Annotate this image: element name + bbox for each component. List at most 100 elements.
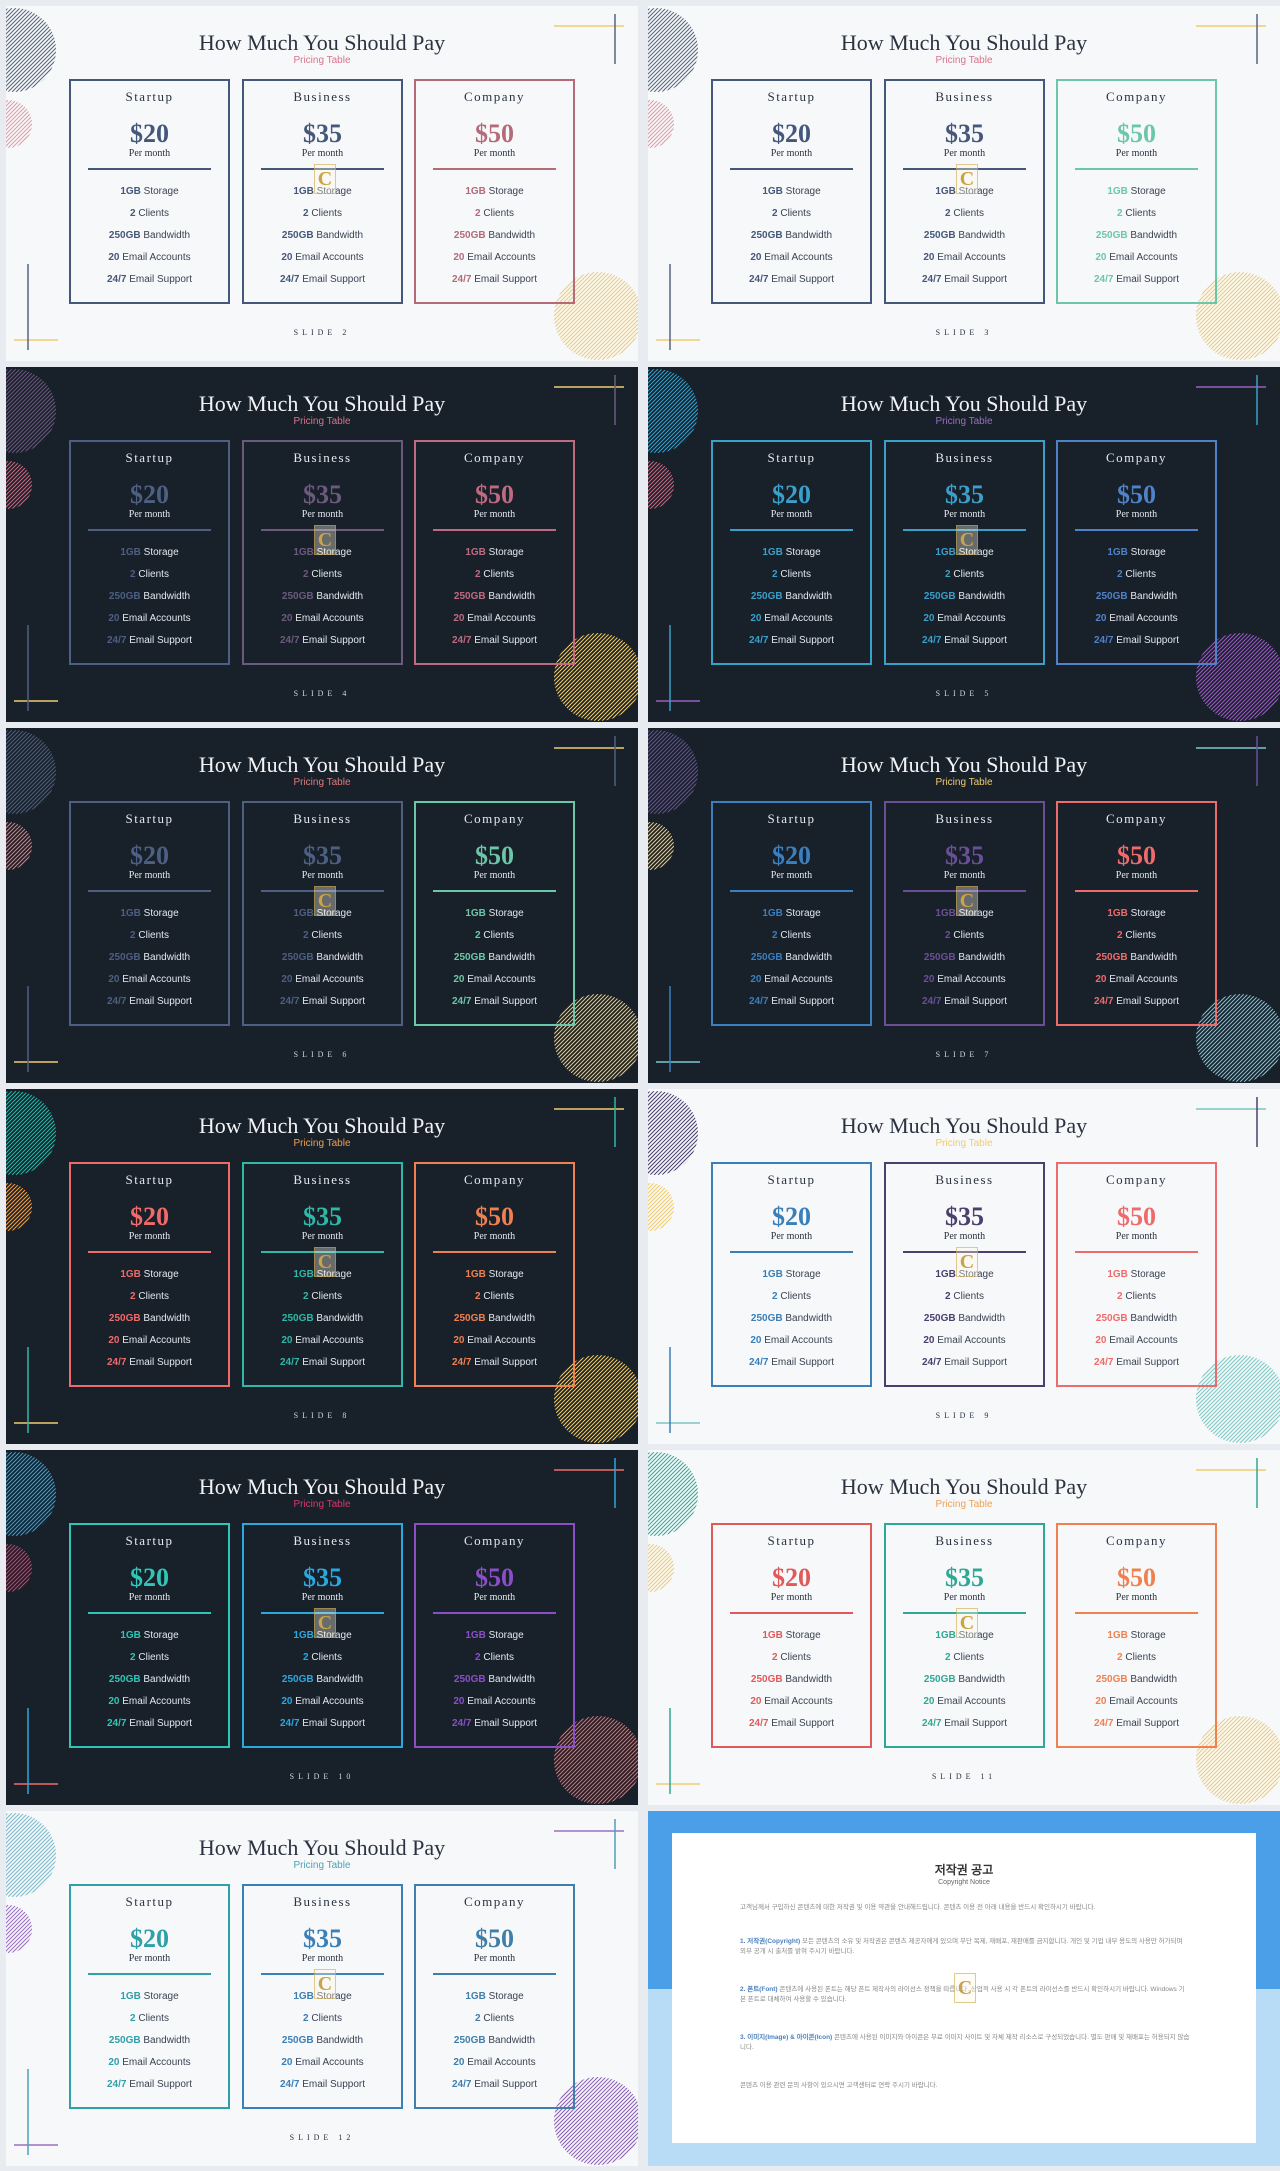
feature-value: 24/7	[748, 274, 769, 285]
feature-value: 2	[475, 1652, 481, 1663]
pricing-card-company[interactable]: Company $50 Per month 1GB Storage 2 Clients 2…	[414, 440, 575, 665]
pricing-card-startup[interactable]: Startup $20 Per month 1GB Storage 2 Clients 2…	[69, 801, 230, 1026]
plan-name: Business	[293, 1172, 352, 1187]
feature-row: 20 Email Accounts	[886, 974, 1043, 985]
pricing-card-business[interactable]: Business $35 Per month 1GB Storage 2 Clients…	[884, 1162, 1045, 1387]
pricing-slide[interactable]: How Much You Should Pay Pricing Table Star…	[648, 6, 1280, 361]
feature-row: 250GB Bandwidth	[244, 591, 401, 602]
feature-label: Email Support	[474, 635, 538, 646]
feature-label: Bandwidth	[1130, 230, 1178, 241]
pricing-slide[interactable]: How Much You Should Pay Pricing Table Star…	[6, 1089, 638, 1444]
feature-value: 1GB	[293, 1630, 314, 1641]
feature-row: 250GB Bandwidth	[1058, 230, 1215, 241]
feature-value: 20	[108, 252, 120, 263]
feature-row: 250GB Bandwidth	[713, 1674, 870, 1685]
pricing-card-company[interactable]: Company $50 Per month 1GB Storage 2 Clients 2…	[1056, 1523, 1217, 1748]
feature-label: Bandwidth	[958, 1674, 1006, 1685]
feature-row: 1GB Storage	[416, 1269, 573, 1280]
feature-label: Storage	[1130, 1630, 1166, 1641]
feature-row: 20 Email Accounts	[416, 613, 573, 624]
pricing-card-startup[interactable]: Startup $20 Per month 1GB Storage 2 Clients 2…	[711, 440, 872, 665]
copyright-section-1: 1. 저작권(Copyright) 모든 콘텐츠의 소유 및 저작권은 콘텐츠 …	[740, 1937, 1190, 1957]
pricing-card-company[interactable]: Company $50 Per month 1GB Storage 2 Clients 2…	[414, 1162, 575, 1387]
pricing-card-startup[interactable]: Startup $20 Per month 1GB Storage 2 Clients 2…	[711, 1162, 872, 1387]
feature-row: 2 Clients	[713, 569, 870, 580]
pricing-slide[interactable]: How Much You Should Pay Pricing Table Star…	[6, 367, 638, 722]
plan-name: Startup	[125, 811, 174, 826]
plan-name: Business	[293, 1894, 352, 1909]
feature-row: 250GB Bandwidth	[416, 1674, 573, 1685]
feature-row: 1GB Storage	[416, 908, 573, 919]
pricing-slide[interactable]: How Much You Should Pay Pricing Table Star…	[648, 367, 1280, 722]
feature-row: 24/7 Email Support	[713, 996, 870, 1007]
feature-label: Email Accounts	[295, 1696, 364, 1707]
pricing-card-business[interactable]: Business $35 Per month 1GB Storage 2 Clients…	[242, 1523, 403, 1748]
pricing-card-company[interactable]: Company $50 Per month 1GB Storage 2 Clients 2…	[414, 79, 575, 304]
feature-value: 250GB	[108, 230, 141, 241]
pricing-card-startup[interactable]: Startup $20 Per month 1GB Storage 2 Clients 2…	[69, 1523, 230, 1748]
pricing-card-startup[interactable]: Startup $20 Per month 1GB Storage 2 Clients 2…	[69, 440, 230, 665]
plan-name: Startup	[767, 450, 816, 465]
feature-value: 2	[130, 930, 136, 941]
pricing-slide[interactable]: How Much You Should Pay Pricing Table Star…	[648, 1089, 1280, 1444]
pricing-card-business[interactable]: Business $35 Per month 1GB Storage 2 Clients…	[242, 1884, 403, 2109]
plan-price: $50	[475, 1202, 514, 1231]
pricing-slide[interactable]: How Much You Should Pay Pricing Table Star…	[6, 728, 638, 1083]
pricing-card-startup[interactable]: Startup $20 Per month 1GB Storage 2 Clients 2…	[711, 79, 872, 304]
feature-label: Email Support	[129, 996, 193, 1007]
feature-label: Clients	[953, 569, 984, 580]
feature-row: 24/7 Email Support	[713, 1718, 870, 1729]
pricing-card-startup[interactable]: Startup $20 Per month 1GB Storage 2 Clients 2…	[69, 1884, 230, 2109]
pricing-slide[interactable]: How Much You Should Pay Pricing Table Star…	[6, 6, 638, 361]
pricing-card-startup[interactable]: Startup $20 Per month 1GB Storage 2 Clients 2…	[711, 1523, 872, 1748]
pricing-slide[interactable]: How Much You Should Pay Pricing Table Star…	[648, 1450, 1280, 1805]
pricing-card-business[interactable]: Business $35 Per month 1GB Storage 2 Clients…	[242, 801, 403, 1026]
pricing-card-business[interactable]: Business $35 Per month 1GB Storage 2 Clients…	[884, 801, 1045, 1026]
pricing-card-company[interactable]: Company $50 Per month 1GB Storage 2 Clients 2…	[414, 1884, 575, 2109]
copyright-notice-slide[interactable]: 저작권 공고 Copyright Notice 고객님께서 구입하신 콘텐츠에 …	[648, 1811, 1280, 2166]
watermark-logo: C	[314, 1969, 336, 1999]
feature-value: 2	[1117, 930, 1123, 941]
pricing-card-startup[interactable]: Startup $20 Per month 1GB Storage 2 Clients 2…	[69, 79, 230, 304]
pricing-card-company[interactable]: Company $50 Per month 1GB Storage 2 Clients 2…	[1056, 79, 1217, 304]
pricing-card-startup[interactable]: Startup $20 Per month 1GB Storage 2 Clients 2…	[69, 1162, 230, 1387]
pricing-card-company[interactable]: Company $50 Per month 1GB Storage 2 Clients 2…	[1056, 801, 1217, 1026]
pricing-card-startup[interactable]: Startup $20 Per month 1GB Storage 2 Clients 2…	[711, 801, 872, 1026]
plan-price: $50	[475, 480, 514, 509]
feature-row: 1GB Storage	[886, 186, 1043, 197]
hatched-circle-middle	[6, 1183, 32, 1231]
feature-value: 2	[1117, 1291, 1123, 1302]
pricing-slide[interactable]: How Much You Should Pay Pricing Table Star…	[648, 728, 1280, 1083]
feature-row: 1GB Storage	[1058, 1630, 1215, 1641]
pricing-card-business[interactable]: Business $35 Per month 1GB Storage 2 Clients…	[242, 1162, 403, 1387]
pricing-card-business[interactable]: Business $35 Per month 1GB Storage 2 Clients…	[242, 440, 403, 665]
feature-row: 1GB Storage	[71, 1991, 228, 2002]
pricing-slide[interactable]: How Much You Should Pay Pricing Table Star…	[6, 1811, 638, 2166]
feature-row: 2 Clients	[244, 208, 401, 219]
feature-label: Email Support	[474, 1718, 538, 1729]
feature-value: 1GB	[465, 547, 486, 558]
pricing-slide[interactable]: How Much You Should Pay Pricing Table Star…	[6, 1450, 638, 1805]
feature-row: 1GB Storage	[886, 1630, 1043, 1641]
pricing-card-business[interactable]: Business $35 Per month 1GB Storage 2 Clients…	[884, 1523, 1045, 1748]
feature-row: 24/7 Email Support	[244, 2079, 401, 2090]
pricing-card-company[interactable]: Company $50 Per month 1GB Storage 2 Clients 2…	[414, 801, 575, 1026]
feature-row: 250GB Bandwidth	[416, 952, 573, 963]
pricing-card-company[interactable]: Company $50 Per month 1GB Storage 2 Clients 2…	[414, 1523, 575, 1748]
feature-value: 1GB	[293, 1269, 314, 1280]
feature-label: Storage	[316, 1630, 352, 1641]
plan-price: $35	[303, 1202, 342, 1231]
feature-row: 250GB Bandwidth	[244, 1674, 401, 1685]
card-divider	[88, 529, 211, 531]
feature-value: 24/7	[106, 2079, 127, 2090]
pricing-card-business[interactable]: Business $35 Per month 1GB Storage 2 Clients…	[242, 79, 403, 304]
pricing-card-company[interactable]: Company $50 Per month 1GB Storage 2 Clients 2…	[1056, 440, 1217, 665]
pricing-card-business[interactable]: Business $35 Per month 1GB Storage 2 Clients…	[884, 79, 1045, 304]
pricing-card-company[interactable]: Company $50 Per month 1GB Storage 2 Clients 2…	[1056, 1162, 1217, 1387]
pricing-card-business[interactable]: Business $35 Per month 1GB Storage 2 Clients…	[884, 440, 1045, 665]
feature-value: 2	[772, 930, 778, 941]
feature-row: 2 Clients	[1058, 569, 1215, 580]
plan-price: $35	[303, 119, 342, 148]
hatched-circle-middle	[6, 461, 32, 509]
feature-row: 24/7 Email Support	[71, 635, 228, 646]
